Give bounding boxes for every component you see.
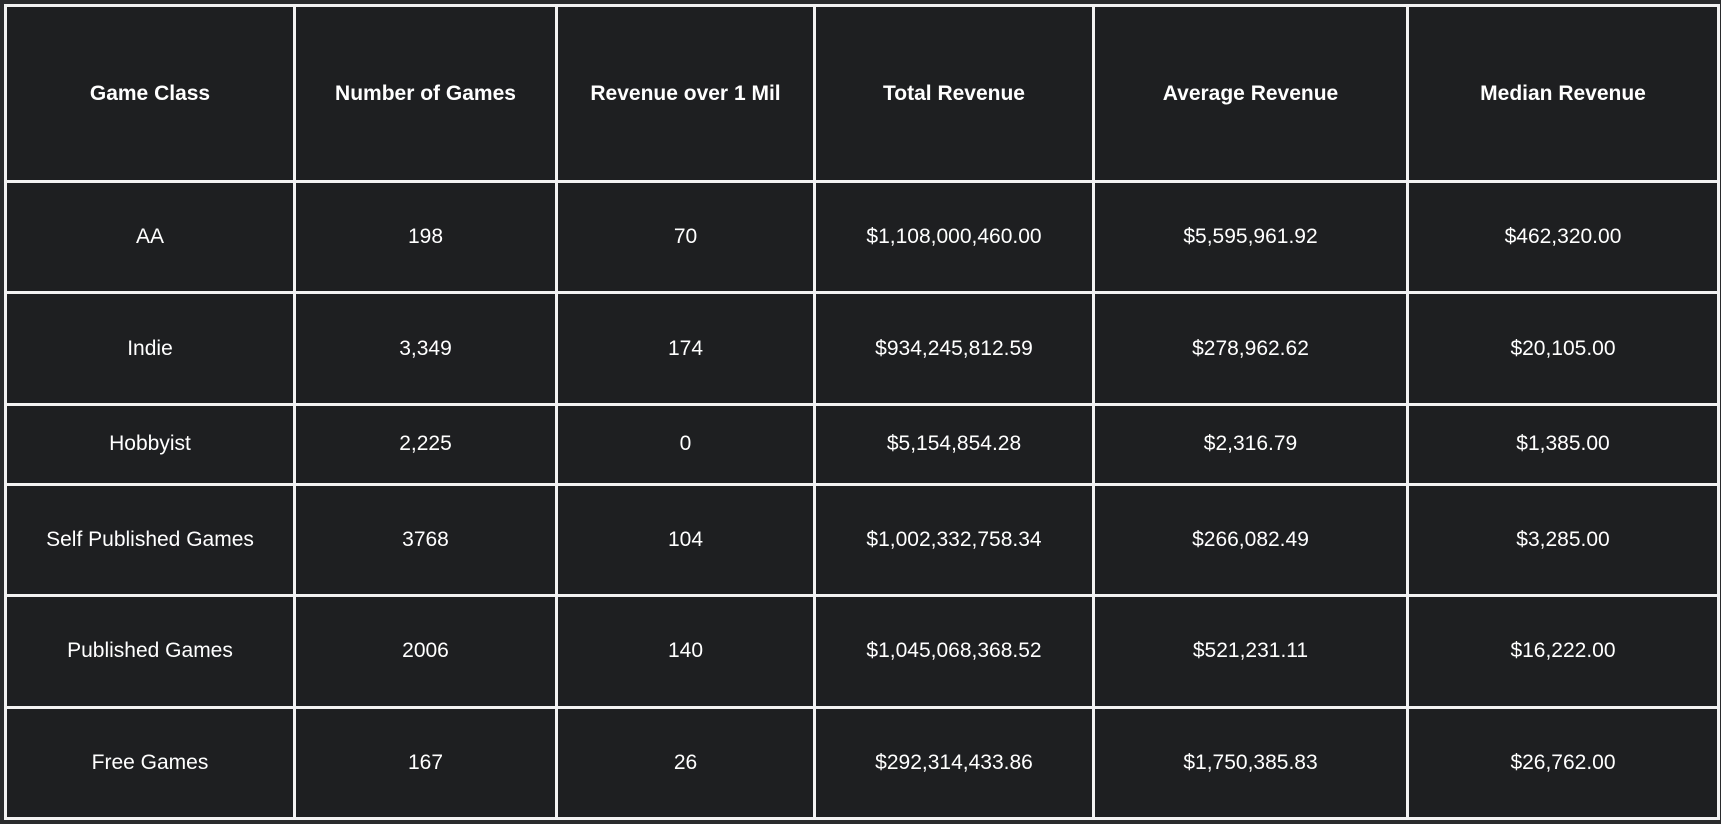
cell-number-of-games: 3768 <box>293 482 558 598</box>
header-median-revenue: Median Revenue <box>1406 4 1720 183</box>
cell-number-of-games: 2006 <box>293 594 558 709</box>
cell-average-revenue: $1,750,385.83 <box>1092 705 1409 821</box>
table-row: Hobbyist 2,225 0 $5,154,854.28 $2,316.79… <box>4 402 1720 486</box>
cell-average-revenue: $5,595,961.92 <box>1092 179 1409 295</box>
cell-game-class: Indie <box>4 291 296 406</box>
header-row: Game Class Number of Games Revenue over … <box>4 4 1720 183</box>
cell-number-of-games: 2,225 <box>293 402 558 486</box>
cell-average-revenue: $266,082.49 <box>1092 482 1409 598</box>
game-revenue-table: Game Class Number of Games Revenue over … <box>4 4 1720 821</box>
header-total-revenue: Total Revenue <box>813 4 1095 183</box>
cell-revenue-over-1-mil: 140 <box>555 594 816 709</box>
table-row: AA 198 70 $1,108,000,460.00 $5,595,961.9… <box>4 179 1720 295</box>
header-game-class: Game Class <box>4 4 296 183</box>
cell-game-class: Published Games <box>4 594 296 709</box>
table-row: Free Games 167 26 $292,314,433.86 $1,750… <box>4 705 1720 821</box>
cell-revenue-over-1-mil: 70 <box>555 179 816 295</box>
cell-revenue-over-1-mil: 26 <box>555 705 816 821</box>
cell-median-revenue: $3,285.00 <box>1406 482 1720 598</box>
cell-revenue-over-1-mil: 104 <box>555 482 816 598</box>
cell-median-revenue: $462,320.00 <box>1406 179 1720 295</box>
cell-number-of-games: 198 <box>293 179 558 295</box>
table-row: Published Games 2006 140 $1,045,068,368.… <box>4 594 1720 709</box>
cell-game-class: AA <box>4 179 296 295</box>
cell-median-revenue: $1,385.00 <box>1406 402 1720 486</box>
cell-number-of-games: 3,349 <box>293 291 558 406</box>
cell-game-class: Hobbyist <box>4 402 296 486</box>
header-average-revenue: Average Revenue <box>1092 4 1409 183</box>
cell-total-revenue: $1,002,332,758.34 <box>813 482 1095 598</box>
cell-median-revenue: $20,105.00 <box>1406 291 1720 406</box>
cell-game-class: Free Games <box>4 705 296 821</box>
table-row: Indie 3,349 174 $934,245,812.59 $278,962… <box>4 291 1720 406</box>
cell-total-revenue: $5,154,854.28 <box>813 402 1095 486</box>
cell-total-revenue: $292,314,433.86 <box>813 705 1095 821</box>
cell-revenue-over-1-mil: 0 <box>555 402 816 486</box>
cell-average-revenue: $2,316.79 <box>1092 402 1409 486</box>
cell-total-revenue: $1,045,068,368.52 <box>813 594 1095 709</box>
cell-number-of-games: 167 <box>293 705 558 821</box>
cell-total-revenue: $1,108,000,460.00 <box>813 179 1095 295</box>
cell-game-class: Self Published Games <box>4 482 296 598</box>
header-number-of-games: Number of Games <box>293 4 558 183</box>
cell-average-revenue: $278,962.62 <box>1092 291 1409 406</box>
cell-median-revenue: $16,222.00 <box>1406 594 1720 709</box>
cell-average-revenue: $521,231.11 <box>1092 594 1409 709</box>
cell-total-revenue: $934,245,812.59 <box>813 291 1095 406</box>
cell-median-revenue: $26,762.00 <box>1406 705 1720 821</box>
cell-revenue-over-1-mil: 174 <box>555 291 816 406</box>
table-row: Self Published Games 3768 104 $1,002,332… <box>4 482 1720 598</box>
header-revenue-over-1-mil: Revenue over 1 Mil <box>555 4 816 183</box>
